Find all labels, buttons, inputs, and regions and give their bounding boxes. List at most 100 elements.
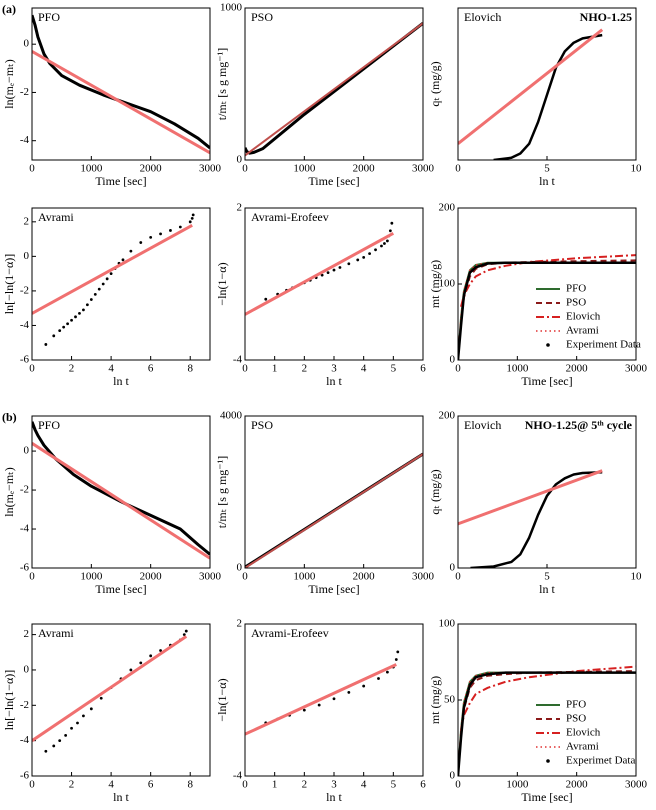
annotation: NHO-1.25@ 5ᵗʰ cycle bbox=[525, 418, 633, 432]
x-tick-label: 3000 bbox=[199, 571, 222, 583]
x-axis-label: ln t bbox=[326, 374, 342, 388]
y-tick-label: 2 bbox=[24, 215, 30, 227]
data-point bbox=[82, 308, 85, 312]
axes-frame bbox=[457, 623, 637, 777]
axes-frame bbox=[244, 7, 424, 161]
series-line bbox=[458, 261, 636, 360]
series-line bbox=[493, 33, 603, 160]
y-tick-label: 1000 bbox=[220, 2, 243, 14]
plot-area bbox=[458, 28, 604, 160]
x-tick-label: 4 bbox=[108, 363, 114, 375]
x-tick-label: 6 bbox=[148, 779, 154, 791]
data-point bbox=[386, 670, 389, 674]
x-tick-label: 0 bbox=[29, 163, 35, 175]
panel-title: Avrami-Erofeev bbox=[251, 210, 329, 224]
axes-frame bbox=[31, 207, 211, 361]
data-point bbox=[188, 220, 192, 224]
x-tick-label: 5 bbox=[391, 779, 397, 791]
y-tick-label: 100 bbox=[439, 278, 456, 290]
x-axis-label: ln t bbox=[113, 374, 129, 388]
x-tick-label: 3000 bbox=[412, 571, 435, 583]
legend-label: Elovich bbox=[566, 727, 601, 739]
x-tick-label: 6 bbox=[148, 363, 154, 375]
plot-area bbox=[32, 14, 210, 155]
data-point bbox=[74, 315, 77, 319]
axes-frame bbox=[244, 415, 424, 569]
legend-label: PSO bbox=[566, 297, 586, 309]
x-axis-label: Time [sec] bbox=[521, 374, 572, 388]
plot-area bbox=[245, 221, 395, 316]
plot-area bbox=[458, 469, 603, 568]
x-tick-label: 3 bbox=[331, 363, 337, 375]
x-axis-label: ln t bbox=[113, 790, 129, 804]
plot-area bbox=[458, 665, 636, 776]
data-point bbox=[66, 322, 69, 326]
panel-title: PFO bbox=[38, 10, 60, 24]
data-point bbox=[178, 225, 182, 229]
data-point bbox=[64, 733, 68, 737]
data-point bbox=[394, 658, 398, 661]
x-tick-label: 1000 bbox=[293, 163, 316, 175]
legend-label: Experiment Data bbox=[566, 339, 641, 351]
data-point bbox=[159, 232, 162, 236]
series-line bbox=[245, 231, 395, 316]
data-point bbox=[97, 287, 101, 291]
data-point bbox=[139, 661, 143, 665]
series-line bbox=[458, 28, 604, 145]
y-tick-label: 0 bbox=[450, 562, 456, 574]
y-axis-label: qₜ (mg/g) bbox=[428, 469, 442, 514]
x-tick-label: 2000 bbox=[566, 779, 589, 791]
x-tick-label: 4 bbox=[361, 779, 367, 791]
y-tick-label: 200 bbox=[439, 202, 456, 214]
axes-frame bbox=[244, 207, 424, 361]
y-tick-label: -2 bbox=[20, 284, 29, 296]
legend-label: Elovich bbox=[566, 311, 601, 323]
data-point bbox=[347, 691, 351, 694]
data-point bbox=[44, 749, 48, 753]
x-tick-label: 2000 bbox=[140, 571, 163, 583]
legend-label: Avrami bbox=[566, 741, 599, 753]
panel-title: PFO bbox=[38, 418, 60, 432]
legend-marker bbox=[546, 759, 550, 763]
data-point bbox=[58, 329, 62, 333]
y-tick-label: -4 bbox=[233, 770, 243, 782]
y-tick-label: -4 bbox=[233, 354, 243, 366]
data-point bbox=[390, 221, 394, 225]
x-tick-label: 2 bbox=[69, 363, 75, 375]
series-line bbox=[32, 50, 210, 155]
panel-label: (b) bbox=[2, 410, 17, 424]
y-tick-label: -2 bbox=[20, 484, 29, 496]
legend-marker bbox=[546, 343, 550, 347]
legend-label: Experimet Data bbox=[566, 755, 635, 767]
data-point bbox=[85, 303, 89, 307]
x-tick-label: 0 bbox=[29, 571, 35, 583]
series-line bbox=[458, 469, 603, 526]
y-tick-label: 0 bbox=[237, 154, 243, 166]
data-point bbox=[99, 696, 103, 700]
plot-area bbox=[245, 452, 423, 568]
y-tick-label: 4000 bbox=[220, 410, 243, 422]
y-tick-label: 100 bbox=[439, 618, 456, 630]
axes-frame bbox=[244, 623, 424, 777]
data-point bbox=[159, 649, 162, 652]
x-tick-label: 0 bbox=[242, 779, 248, 791]
series-line bbox=[32, 14, 210, 150]
series-line bbox=[245, 453, 423, 568]
data-point bbox=[129, 668, 133, 672]
x-axis-label: Time [sec] bbox=[308, 174, 359, 188]
data-point bbox=[76, 721, 79, 725]
y-tick-label: 2 bbox=[237, 202, 243, 214]
y-tick-label: 0 bbox=[237, 562, 243, 574]
y-tick-label: 2 bbox=[237, 618, 243, 630]
data-point bbox=[78, 311, 81, 315]
legend-label: PFO bbox=[566, 283, 586, 295]
panel-title: PSO bbox=[251, 10, 273, 24]
data-point bbox=[191, 213, 195, 217]
y-tick-label: 2 bbox=[24, 628, 30, 640]
y-tick-label: -6 bbox=[20, 562, 30, 574]
x-tick-label: 5 bbox=[544, 571, 550, 583]
y-axis-label: ln[−ln(1−α)] bbox=[2, 670, 16, 730]
y-tick-label: 0 bbox=[24, 38, 30, 50]
annotation: NHO-1.25 bbox=[580, 10, 632, 24]
y-tick-label: 0 bbox=[24, 250, 30, 262]
